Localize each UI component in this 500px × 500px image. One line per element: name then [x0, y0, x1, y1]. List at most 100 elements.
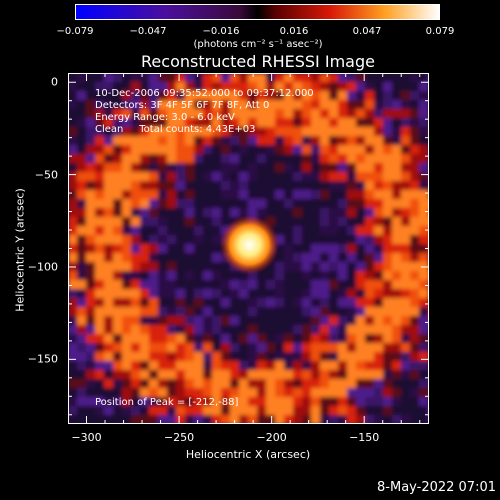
heatmap-cell [176, 253, 186, 263]
heatmap-cell [383, 181, 393, 191]
heatmap-cell [275, 145, 285, 155]
heatmap-cell [203, 253, 213, 263]
heatmap-cell [374, 262, 384, 272]
heatmap-cell [284, 307, 294, 317]
heatmap-cell [95, 262, 105, 272]
heatmap-cell [347, 244, 357, 254]
heatmap-cell [149, 181, 159, 191]
heatmap-cell [338, 145, 348, 155]
heatmap-cell [167, 343, 177, 353]
heatmap-cell [122, 190, 132, 200]
heatmap-cell [257, 172, 267, 182]
heatmap-cell [149, 91, 159, 101]
heatmap-cell [131, 280, 141, 290]
heatmap-cell [68, 352, 78, 362]
heatmap-cell [410, 253, 420, 263]
heatmap-cell [383, 199, 393, 209]
annotation-time-range: 10-Dec-2006 09:35:52.000 to 09:37:12.000 [95, 88, 314, 99]
heatmap-cell [158, 406, 168, 416]
heatmap-cell [86, 379, 96, 389]
x-axis-label: Heliocentric X (arcsec) [185, 448, 311, 461]
heatmap-cell [419, 181, 429, 191]
heatmap-cell [356, 352, 366, 362]
heatmap-cell [95, 370, 105, 380]
heatmap-cell [194, 226, 204, 236]
heatmap-cell [176, 298, 186, 308]
heatmap-cell [266, 343, 276, 353]
heatmap-cell [86, 361, 96, 371]
heatmap-cell [68, 298, 78, 308]
heatmap-cell [338, 343, 348, 353]
heatmap-cell [302, 244, 312, 254]
heatmap-cell [239, 289, 249, 299]
heatmap-cell [203, 136, 213, 146]
heatmap-cell [302, 163, 312, 173]
heatmap-cell [131, 190, 141, 200]
heatmap-cell [266, 334, 276, 344]
heatmap-cell [203, 343, 213, 353]
heatmap-cell [383, 334, 393, 344]
heatmap-cell [374, 280, 384, 290]
heatmap-cell [239, 100, 249, 110]
heatmap-cell [329, 316, 339, 326]
heatmap-cell [221, 361, 231, 371]
heatmap-cell [311, 208, 321, 218]
heatmap-cell [95, 136, 105, 146]
heatmap-cell [221, 109, 231, 119]
heatmap-cell [194, 415, 204, 424]
heatmap-cell [149, 226, 159, 236]
heatmap-cell [86, 271, 96, 281]
heatmap-cell [248, 109, 258, 119]
heatmap-cell [104, 370, 114, 380]
heatmap-cell [158, 280, 168, 290]
heatmap-cell [311, 307, 321, 317]
heatmap-cell [275, 181, 285, 191]
heatmap-cell [257, 343, 267, 353]
heatmap-cell [77, 361, 87, 371]
heatmap-cell [383, 361, 393, 371]
heatmap-cell [392, 406, 402, 416]
heatmap-cell [176, 208, 186, 218]
heatmap-cell [257, 361, 267, 371]
heatmap-cell [284, 181, 294, 191]
heatmap-cell [392, 181, 402, 191]
heatmap-cell [104, 406, 114, 416]
heatmap-cell [401, 91, 411, 101]
heatmap-cell [194, 343, 204, 353]
heatmap-cell [140, 109, 150, 119]
heatmap-cell [365, 415, 375, 424]
heatmap-cell [104, 280, 114, 290]
heatmap-cell [266, 325, 276, 335]
heatmap-cell [356, 172, 366, 182]
heatmap-cell [320, 127, 330, 137]
heatmap-cell [140, 235, 150, 245]
heatmap-cell [140, 136, 150, 146]
heatmap-cell [158, 100, 168, 110]
heatmap-cell [239, 127, 249, 137]
heatmap-cell [203, 352, 213, 362]
heatmap-cell [392, 253, 402, 263]
y-tick-label: 0 [51, 75, 58, 89]
heatmap-cell [104, 343, 114, 353]
heatmap-cell [68, 118, 78, 128]
heatmap-cell [365, 199, 375, 209]
heatmap-cell [104, 199, 114, 209]
heatmap-cell [203, 406, 213, 416]
heatmap-cell [410, 397, 420, 407]
heatmap-cell [248, 181, 258, 191]
heatmap-cell [104, 118, 114, 128]
heatmap-cell [302, 397, 312, 407]
heatmap-cell [248, 334, 258, 344]
heatmap-cell [347, 73, 357, 83]
heatmap-cell [248, 406, 258, 416]
heatmap-cell [302, 100, 312, 110]
heatmap-cell [158, 388, 168, 398]
heatmap-cell [257, 154, 267, 164]
heatmap-cell [401, 190, 411, 200]
heatmap-cell [401, 325, 411, 335]
heatmap-cell [113, 244, 123, 254]
heatmap-cell [293, 109, 303, 119]
heatmap-cell [347, 163, 357, 173]
heatmap-cell [401, 199, 411, 209]
heatmap-cell [311, 379, 321, 389]
